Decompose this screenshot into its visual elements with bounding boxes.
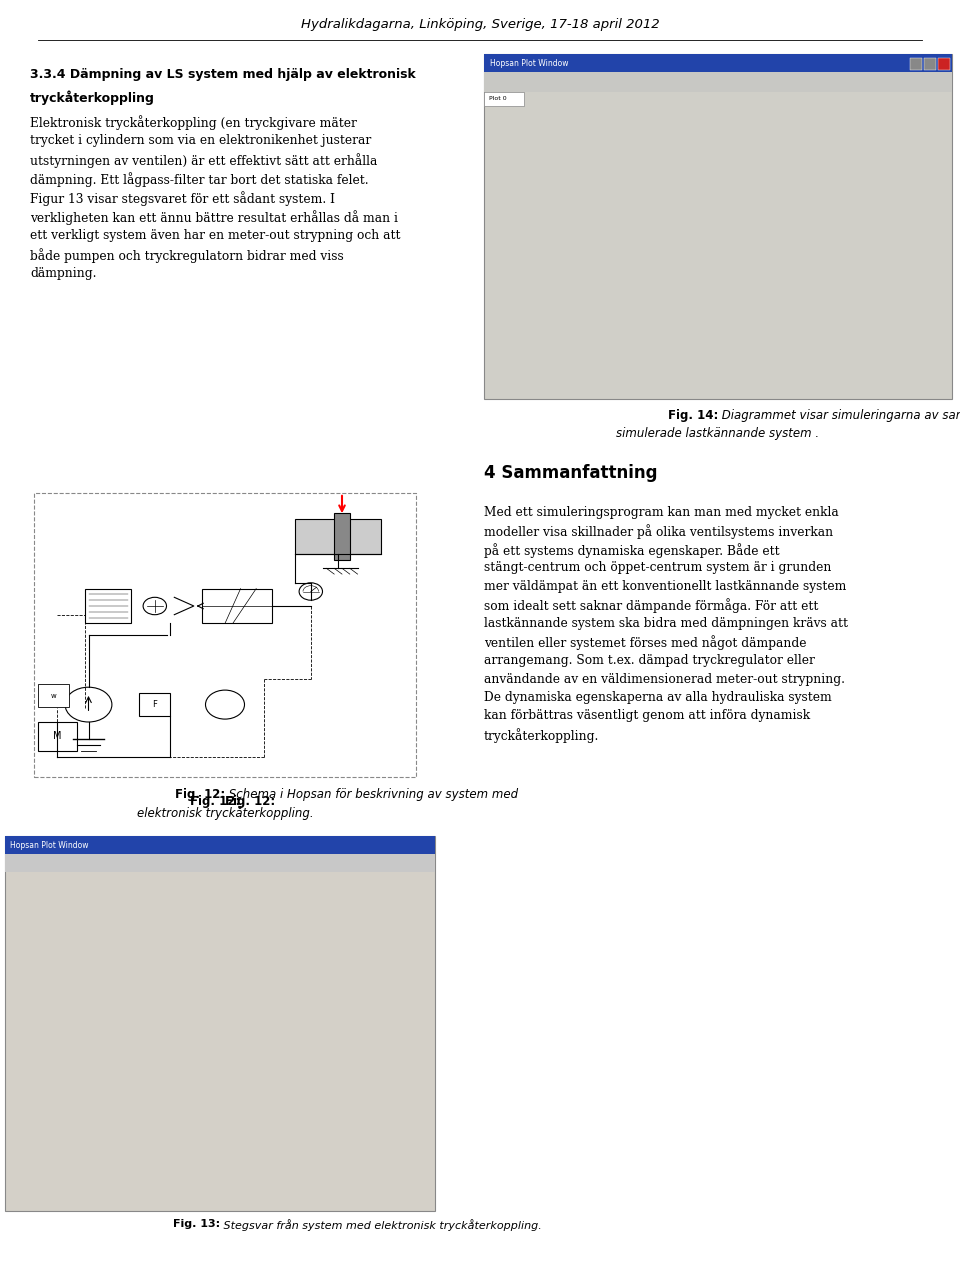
Bar	[20, 1071, 40, 1100]
Text: Diagrammet visar simuleringarna av samtliga: Diagrammet visar simuleringarna av samtl…	[718, 409, 960, 422]
Text: mer väldämpat än ett konventionellt lastkännande system: mer väldämpat än ett konventionellt last…	[484, 579, 847, 593]
Text: F: F	[153, 700, 157, 709]
Text: verkligheten kan ett ännu bättre resultat erhållas då man i: verkligheten kan ett ännu bättre resulta…	[30, 210, 398, 225]
Text: LS-system: LS-system	[539, 119, 596, 129]
Text: trycket i cylindern som via en elektronikenhet justerar: trycket i cylindern som via en elektroni…	[30, 134, 372, 147]
Bar	[77, 1085, 90, 1100]
Text: Fig. 12:: Fig. 12:	[175, 788, 225, 801]
Text: tryckåterkoppling: tryckåterkoppling	[30, 90, 155, 105]
Text: Schema i Hopsan för beskrivning av system med: Schema i Hopsan för beskrivning av syste…	[225, 788, 518, 801]
Bar	[37, 723, 77, 751]
Text: Elektronisk tryckåterkoppling (en tryckgivare mäter: Elektronisk tryckåterkoppling (en tryckg…	[30, 115, 357, 130]
Y-axis label: Pressure [MPa]: Pressure [MPa]	[501, 212, 510, 270]
Text: på ett systems dynamiska egenskaper. Både ett: på ett systems dynamiska egenskaper. Båd…	[484, 544, 780, 558]
Text: Hopsan Plot Window: Hopsan Plot Window	[490, 59, 568, 68]
Text: Med ett simuleringsprogram kan man med mycket enkla: Med ett simuleringsprogram kan man med m…	[484, 506, 839, 519]
Text: lastkännande system ska bidra med dämpningen krävs att: lastkännande system ska bidra med dämpni…	[484, 616, 848, 631]
Circle shape	[100, 1068, 121, 1092]
Text: som idealt sett saknar dämpande förmåga. För att ett: som idealt sett saknar dämpande förmåga.…	[484, 599, 818, 614]
Text: w: w	[51, 693, 57, 698]
Bar	[37, 684, 69, 707]
Text: dämpning.: dämpning.	[30, 267, 97, 280]
Legend: LS-system, idealt, LS-system med dämpstrypning i pumpens tryckregulator, LS-syst: LS-system, idealt, LS-system med dämpstr…	[529, 325, 729, 371]
Text: M: M	[28, 1082, 33, 1087]
Circle shape	[143, 597, 166, 615]
Text: ventilen eller systemet förses med något dämpande: ventilen eller systemet förses med något…	[484, 636, 806, 651]
Bar	[156, 946, 167, 984]
Circle shape	[205, 691, 245, 719]
Text: Fig. 14:: Fig. 14:	[667, 409, 718, 422]
Text: Hydralikdagarna, Linköping, Sverige, 17-18 april 2012: Hydralikdagarna, Linköping, Sverige, 17-…	[300, 18, 660, 31]
Text: Figur 13 visar stegsvaret för ett sådant system. I: Figur 13 visar stegsvaret för ett sådant…	[30, 191, 335, 206]
Text: arrangemang. Som t.ex. dämpad tryckregulator eller: arrangemang. Som t.ex. dämpad tryckregul…	[484, 654, 815, 668]
Bar	[84, 588, 132, 623]
Text: både pumpen och tryckregulatorn bidrar med viss: både pumpen och tryckregulatorn bidrar m…	[30, 248, 344, 263]
Text: Plot 0: Plot 0	[489, 96, 507, 101]
Text: modeller visa skillnader på olika ventilsystems inverkan: modeller visa skillnader på olika ventil…	[484, 524, 833, 540]
Bar	[296, 519, 381, 554]
Text: 4 Sammanfattning: 4 Sammanfattning	[484, 464, 658, 482]
Text: M: M	[53, 732, 61, 742]
Text: Hopsan Plot Window: Hopsan Plot Window	[10, 840, 88, 849]
Text: tryckåterkoppling.: tryckåterkoppling.	[484, 728, 599, 743]
Bar	[145, 950, 179, 980]
Text: stängt-centrum och öppet-centrum system är i grunden: stängt-centrum och öppet-centrum system …	[484, 561, 831, 574]
Text: simulerade lastkännande system .: simulerade lastkännande system .	[616, 427, 820, 440]
Text: Fig. 12:: Fig. 12:	[190, 796, 241, 808]
Bar	[85, 1007, 128, 1030]
Bar	[334, 513, 349, 560]
Text: kan förbättras väsentligt genom att införa dynamisk: kan förbättras väsentligt genom att infö…	[484, 710, 810, 723]
Text: utstyrningen av ventilen) är ett effektivt sätt att erhålla: utstyrningen av ventilen) är ett effekti…	[30, 153, 377, 168]
X-axis label: Time [s]: Time [s]	[718, 389, 752, 398]
Circle shape	[300, 583, 323, 600]
Text: Fig. 13:: Fig. 13:	[173, 1219, 220, 1229]
Bar	[139, 693, 170, 716]
Bar	[202, 588, 272, 623]
Text: användande av en väldimensionerad meter-out strypning.: användande av en väldimensionerad meter-…	[484, 673, 845, 686]
Text: elektronisk tryckåterkoppling.: elektronisk tryckåterkoppling.	[136, 806, 313, 820]
Text: Fig. 12:: Fig. 12:	[225, 796, 276, 808]
Y-axis label: Pressure [MPa]: Pressure [MPa]	[21, 1004, 30, 1060]
Circle shape	[37, 1054, 64, 1086]
Text: dämpning. Ett lågpass-filter tar bort det statiska felet.: dämpning. Ett lågpass-filter tar bort de…	[30, 171, 369, 187]
Text: ett verkligt system även har en meter-out strypning och att: ett verkligt system även har en meter-ou…	[30, 229, 400, 242]
Text: 3.3.4 Dämpning av LS system med hjälp av elektronisk: 3.3.4 Dämpning av LS system med hjälp av…	[30, 68, 416, 81]
Text: De dynamiska egenskaperna av alla hydrauliska system: De dynamiska egenskaperna av alla hydrau…	[484, 691, 831, 703]
X-axis label: Time[s]: Time[s]	[222, 1204, 253, 1212]
Circle shape	[65, 687, 112, 723]
Text: Stegsvar från system med elektronisk tryckåterkoppling.: Stegsvar från system med elektronisk try…	[220, 1219, 541, 1230]
